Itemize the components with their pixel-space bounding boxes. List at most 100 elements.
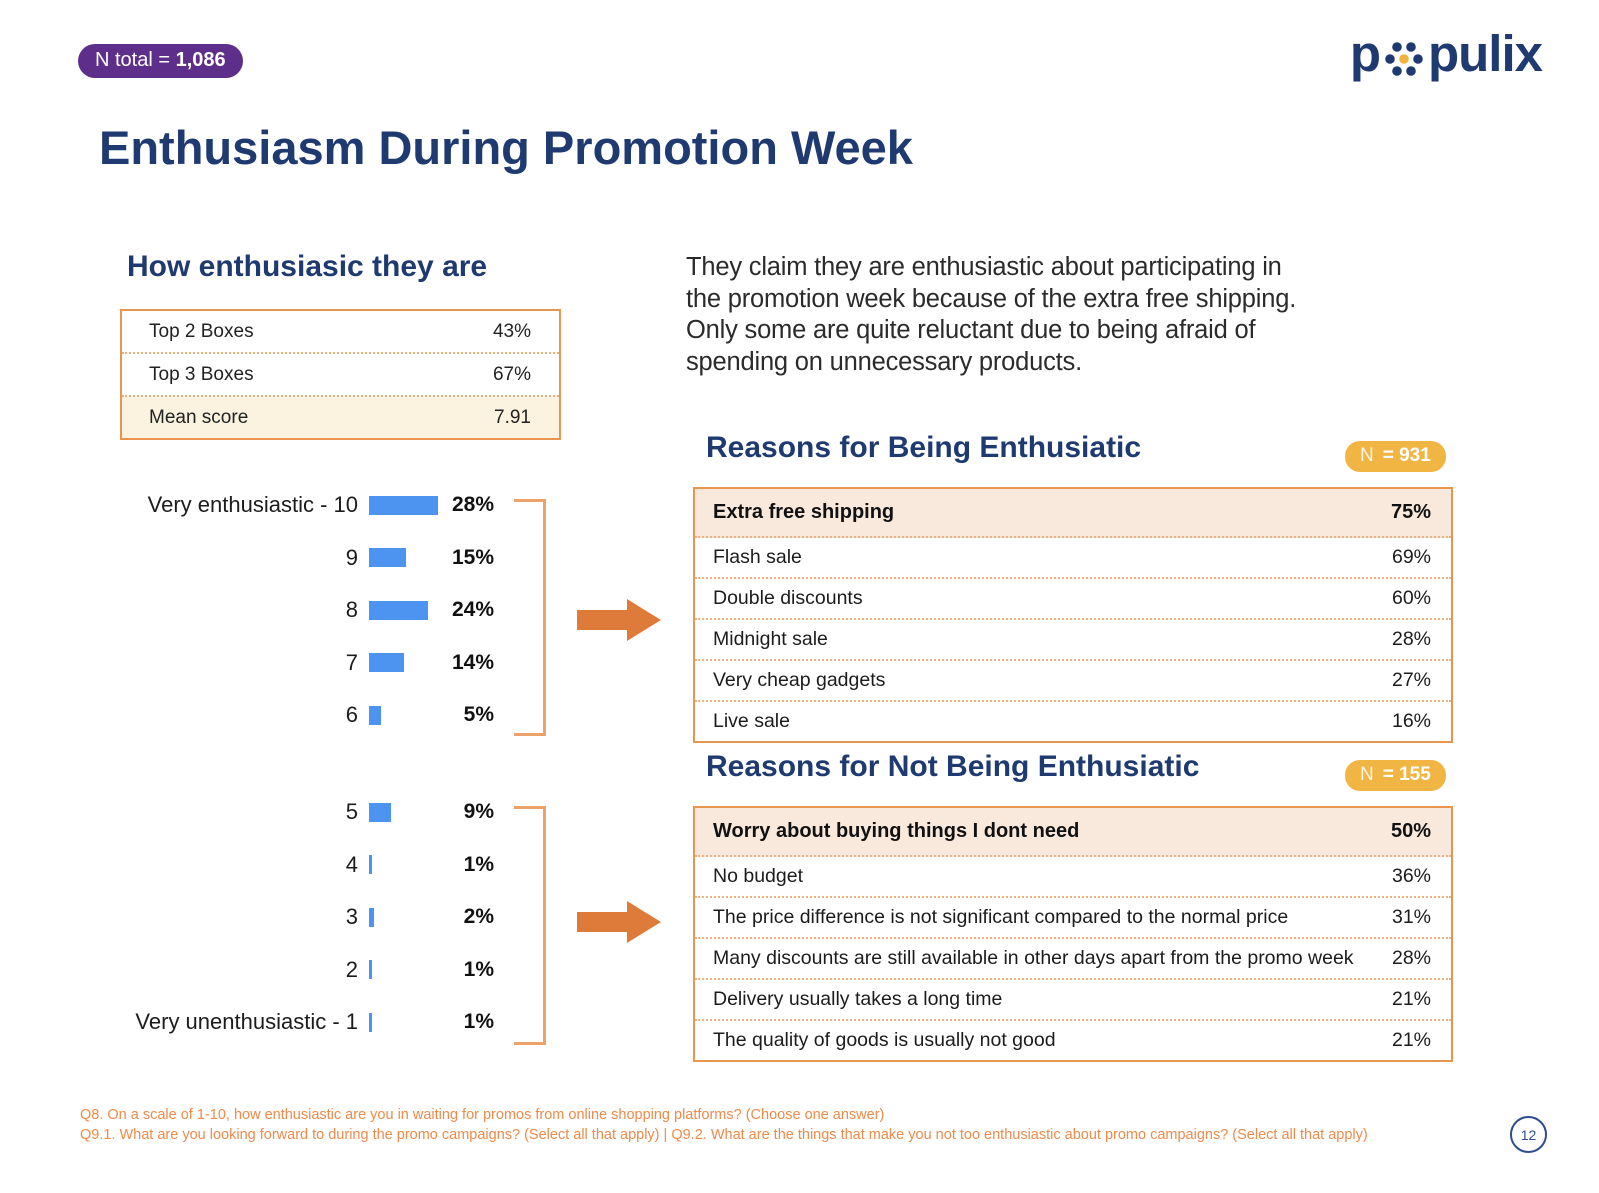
reason-label: Worry about buying things I dont need [713,820,1080,842]
chart-row-label: 3 [345,904,358,930]
summary-label: Top 3 Boxes [149,363,254,385]
reason-value: 21% [1391,1029,1431,1051]
chart-row-value: 9% [463,800,494,824]
n-badge-label: N [1360,764,1374,785]
chart-row-label: 4 [345,851,358,877]
chart-row-label: Very enthusiastic - 10 [147,492,358,518]
chart-row: Very enthusiastic - 10 28% [100,479,503,532]
summary-table: Top 2 Boxes 43% Top 3 Boxes 67% Mean sco… [120,309,561,440]
table-row: Extra free shipping 75% [695,489,1451,538]
table-row: Worry about buying things I dont need 50… [695,808,1451,857]
insight-line: the promotion week because of the extra … [686,284,1297,313]
reason-label: Many discounts are still available in ot… [713,947,1354,969]
table-row: Delivery usually takes a long time 21% [695,980,1451,1021]
chart-row-value: 24% [451,598,494,622]
insight-line: Only some are quite reluctant due to bei… [686,316,1256,344]
page-number: 12 [1520,1126,1537,1143]
insight-text: They claim they are enthusiastic about p… [686,252,1476,378]
logo-text-p: p [1349,25,1381,82]
chart-bar [369,653,404,673]
summary-label: Mean score [149,406,249,428]
chart-row-value: 5% [463,703,494,727]
chart-bar [369,495,438,515]
footnote: Q8. On a scale of 1-10, how enthusiastic… [80,1105,1480,1146]
reason-value: 28% [1391,628,1431,650]
table-row: Many discounts are still available in ot… [695,939,1451,980]
chart-row-value: 14% [451,650,494,674]
chart-row: 2 1% [100,944,503,997]
logo-text-pulix: pulix [1427,25,1543,82]
chart-row-label: 8 [345,597,358,623]
arrow-right-icon [577,901,661,943]
chart-row: 8 24% [100,584,503,637]
reason-value: 75% [1390,501,1431,523]
chart-row: Very unenthusiastic - 1 1% [100,996,503,1049]
table-row: Live sale 16% [695,702,1451,741]
section-heading-not-enthusiastic: Reasons for Not Being Enthusiatic [706,750,1200,783]
reason-label: Flash sale [713,546,802,568]
bar-chart-group-enthusiastic: Very enthusiastic - 10 28% 9 15% 8 24% 7… [100,479,503,742]
reason-label: Double discounts [713,587,863,609]
chart-bar [369,600,428,620]
chart-row: 9 15% [100,532,503,585]
reason-label: Delivery usually takes a long time [713,988,1003,1010]
n-badge-value: = 155 [1382,764,1431,785]
reasons-table-not-enthusiastic: Worry about buying things I dont need 50… [693,806,1453,1062]
chart-row: 5 9% [100,786,503,839]
chart-bar [369,802,391,822]
n-badge-not-enthusiastic: N = 155 [1345,760,1446,791]
chart-row-value: 15% [451,545,494,569]
chart-bar [369,705,381,725]
n-badge-enthusiastic: N = 931 [1345,441,1446,472]
page-number-badge: 12 [1510,1116,1547,1153]
insight-line: They claim they are enthusiastic about p… [686,253,1282,281]
chart-row: 4 1% [100,839,503,892]
chart-row-value: 28% [451,493,494,517]
reason-value: 28% [1391,947,1431,969]
footnote-line-q8: Q8. On a scale of 1-10, how enthusiastic… [80,1107,885,1123]
chart-row: 7 14% [100,637,503,690]
table-row: Midnight sale 28% [695,620,1451,661]
reason-value: 27% [1391,669,1431,691]
n-total-value: 1,086 [175,49,226,71]
reason-label: The price difference is not significant … [713,906,1289,928]
logo-dots-icon [1385,41,1423,76]
chart-row-value: 2% [463,905,494,929]
chart-row-label: 9 [345,544,358,570]
bracket-unenthusiastic [514,806,546,1045]
chart-row: 3 2% [100,891,503,944]
chart-bar [369,548,406,568]
arrow-right-icon [577,599,661,641]
reasons-table-enthusiastic: Extra free shipping 75% Flash sale 69% D… [693,487,1453,743]
chart-bar [369,960,372,980]
table-row: The price difference is not significant … [695,898,1451,939]
reason-label: No budget [713,865,803,887]
reason-value: 16% [1391,710,1431,732]
reason-label: Very cheap gadgets [713,669,886,691]
chart-bar [369,1012,372,1032]
chart-row-label: 5 [345,799,358,825]
populix-logo: p pulix [1349,24,1543,83]
chart-row-label: 2 [345,956,358,982]
n-total-badge: N total = 1,086 [78,44,243,78]
chart-row-label: Very unenthusiastic - 1 [135,1009,358,1035]
n-total-label: N total = [95,49,176,71]
table-row: No budget 36% [695,857,1451,898]
summary-label: Top 2 Boxes [149,320,254,342]
reason-value: 69% [1391,546,1431,568]
section-heading-enthusiastic: Reasons for Being Enthusiatic [706,431,1142,464]
chart-row: 6 5% [100,689,503,742]
summary-value: 67% [492,363,531,385]
chart-bar [369,907,374,927]
bar-chart-group-unenthusiastic: 5 9% 4 1% 3 2% 2 1% Very unenthusiastic … [100,786,503,1048]
reason-label: The quality of goods is usually not good [713,1029,1056,1051]
table-row: Double discounts 60% [695,579,1451,620]
reason-label: Live sale [713,710,790,732]
reason-label: Extra free shipping [713,501,895,523]
reason-label: Midnight sale [713,628,828,650]
summary-value: 7.91 [494,406,531,428]
chart-row-value: 1% [463,852,494,876]
chart-row-value: 1% [463,957,494,981]
chart-row-value: 1% [463,1010,494,1034]
left-chart-heading: How enthusiasic they are [127,250,488,283]
